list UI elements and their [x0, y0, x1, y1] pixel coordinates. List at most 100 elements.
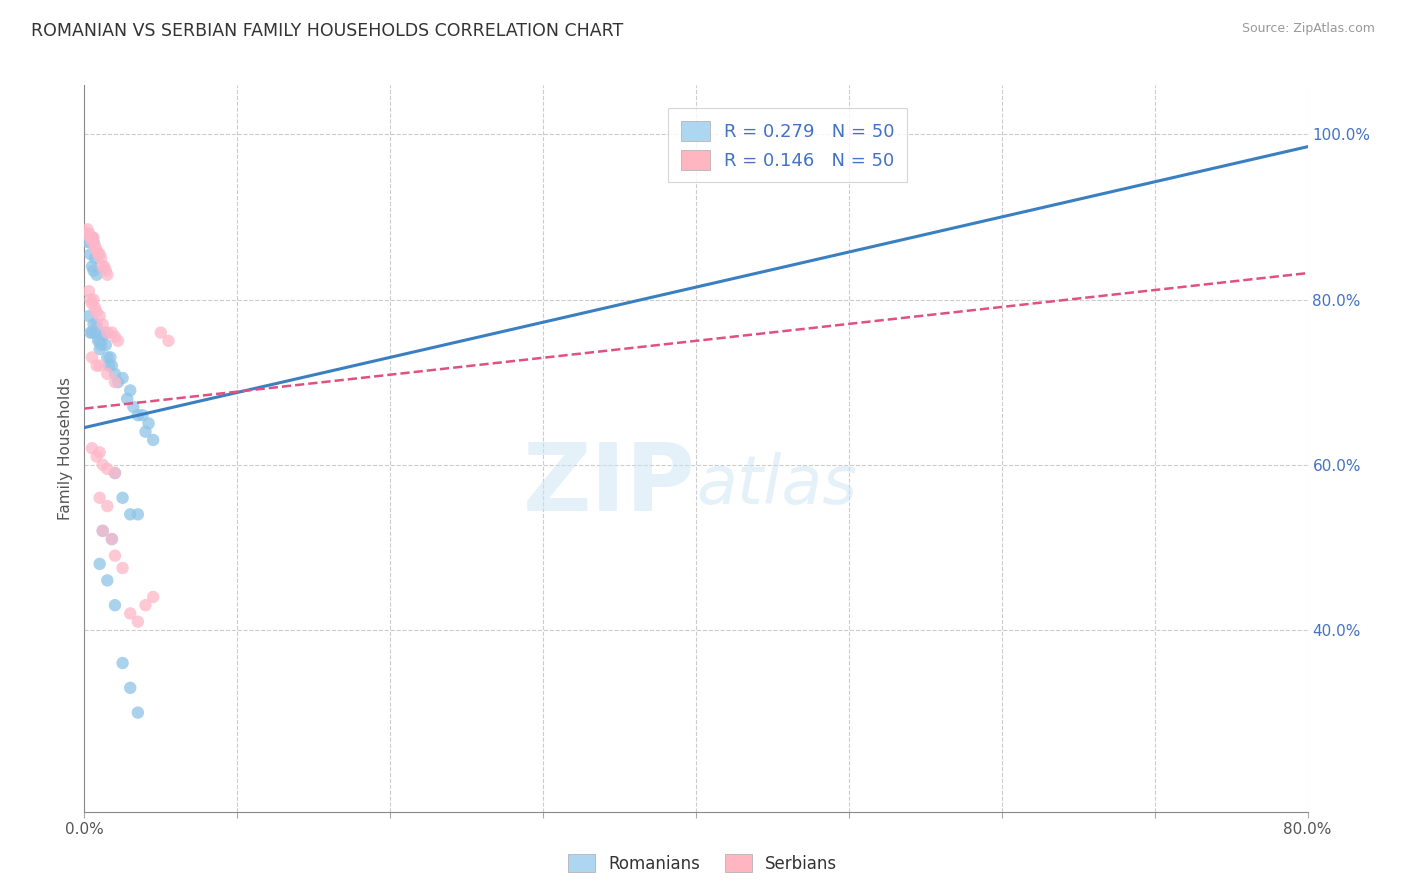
Point: [127, 706, 149, 720]
Point: [111, 656, 134, 670]
Point: [107, 375, 129, 389]
Point: [79, 326, 101, 340]
Point: [79, 230, 101, 244]
Point: [89, 309, 111, 323]
Point: [77, 285, 100, 299]
Point: [86, 243, 108, 257]
Point: [91, 260, 114, 274]
Point: [76, 235, 98, 249]
Point: [89, 557, 111, 571]
Point: [91, 524, 114, 538]
Point: [104, 466, 127, 480]
Point: [96, 462, 118, 476]
Point: [80, 260, 103, 274]
Point: [122, 400, 145, 414]
Y-axis label: Family Households: Family Households: [58, 376, 73, 520]
Point: [83, 235, 105, 249]
Point: [96, 268, 118, 282]
Point: [101, 359, 124, 373]
Point: [77, 227, 100, 241]
Point: [111, 371, 134, 385]
Point: [111, 491, 134, 505]
Point: [101, 326, 124, 340]
Point: [77, 235, 100, 249]
Point: [80, 326, 103, 340]
Text: atlas: atlas: [696, 451, 858, 517]
Point: [91, 524, 114, 538]
Point: [91, 458, 114, 472]
Point: [104, 598, 127, 612]
Point: [84, 326, 107, 340]
Point: [120, 607, 142, 621]
Point: [76, 222, 98, 236]
Point: [157, 334, 180, 348]
Point: [96, 574, 118, 588]
Point: [84, 301, 107, 315]
Point: [93, 260, 115, 274]
Point: [135, 598, 157, 612]
Point: [111, 561, 134, 575]
Point: [104, 375, 127, 389]
Point: [142, 433, 165, 447]
Point: [80, 230, 103, 244]
Point: [120, 681, 142, 695]
Point: [89, 334, 111, 348]
Point: [101, 532, 124, 546]
Point: [89, 491, 111, 505]
Point: [142, 590, 165, 604]
Point: [127, 508, 149, 522]
Point: [96, 499, 118, 513]
Point: [101, 532, 124, 546]
Point: [90, 338, 112, 352]
Text: ZIP: ZIP: [523, 439, 696, 531]
Point: [91, 329, 114, 343]
Point: [149, 326, 172, 340]
Point: [93, 326, 115, 340]
Point: [80, 235, 103, 249]
Point: [89, 247, 111, 261]
Point: [104, 466, 127, 480]
Point: [91, 318, 114, 332]
Point: [138, 417, 160, 431]
Point: [80, 442, 103, 455]
Point: [87, 334, 110, 348]
Point: [115, 392, 138, 406]
Point: [86, 450, 108, 464]
Point: [97, 359, 120, 373]
Point: [79, 293, 101, 307]
Point: [75, 227, 97, 241]
Point: [86, 318, 108, 332]
Point: [127, 615, 149, 629]
Point: [96, 351, 118, 365]
Text: Source: ZipAtlas.com: Source: ZipAtlas.com: [1241, 22, 1375, 36]
Point: [83, 318, 105, 332]
Point: [98, 351, 121, 365]
Point: [86, 359, 108, 373]
Point: [77, 309, 100, 323]
Point: [84, 239, 107, 253]
Point: [90, 251, 112, 265]
Point: [89, 359, 111, 373]
Point: [107, 334, 129, 348]
Point: [89, 445, 111, 459]
Point: [89, 342, 111, 356]
Point: [83, 263, 105, 277]
Point: [86, 305, 108, 319]
Point: [104, 329, 127, 343]
Text: ROMANIAN VS SERBIAN FAMILY HOUSEHOLDS CORRELATION CHART: ROMANIAN VS SERBIAN FAMILY HOUSEHOLDS CO…: [31, 22, 623, 40]
Point: [80, 351, 103, 365]
Point: [104, 549, 127, 563]
Point: [86, 268, 108, 282]
Legend: R = 0.279   N = 50, R = 0.146   N = 50: R = 0.279 N = 50, R = 0.146 N = 50: [668, 108, 907, 182]
Point: [84, 251, 107, 265]
Point: [104, 367, 127, 381]
Point: [94, 263, 117, 277]
Point: [96, 367, 118, 381]
Point: [80, 296, 103, 310]
Point: [83, 230, 105, 244]
Point: [127, 408, 149, 422]
Point: [94, 338, 117, 352]
Point: [120, 508, 142, 522]
Point: [131, 408, 153, 422]
Legend: Romanians, Serbians: Romanians, Serbians: [562, 847, 844, 880]
